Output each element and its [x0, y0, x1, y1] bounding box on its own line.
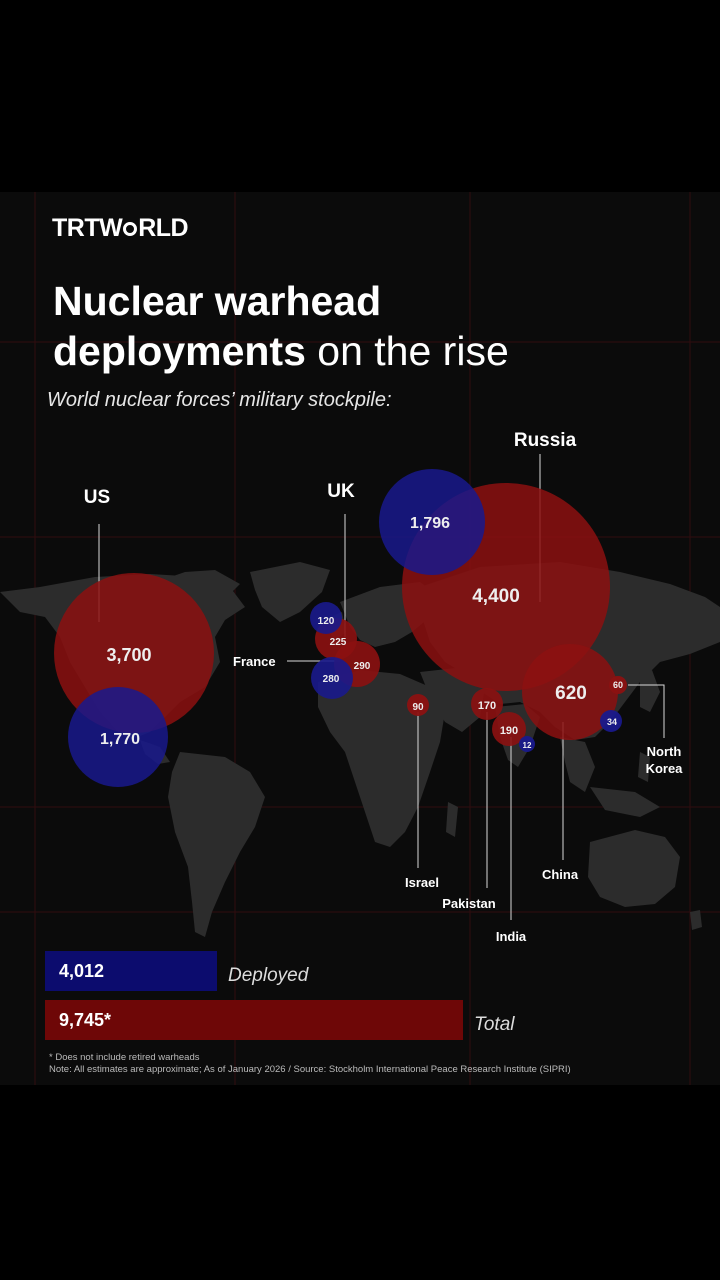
label-us-total: 3,700 — [106, 645, 151, 665]
label-india-total: 190 — [500, 725, 518, 737]
footnote-retired: * Does not include retired warheads — [49, 1052, 200, 1063]
footnote-source: Note: All estimates are approximate; As … — [49, 1064, 571, 1075]
deployed-bar: 4,012 — [45, 951, 217, 991]
bubble-india-total — [492, 712, 526, 746]
label-russia-deployed: 1,796 — [410, 515, 450, 532]
leader-lines — [98, 454, 665, 920]
label-nk-total: 60 — [613, 680, 623, 690]
label-us-deployed: 1,770 — [100, 731, 140, 748]
label-china-total: 620 — [555, 683, 587, 704]
total-bar: 9,745* — [45, 1000, 463, 1040]
deployed-legend-label: Deployed — [228, 965, 309, 986]
trt-world-logo: TRT W RLD — [52, 214, 189, 243]
label-france-total: 290 — [354, 661, 371, 672]
logo-text-rld: RLD — [138, 214, 189, 242]
label-pakistan-total: 170 — [478, 700, 496, 712]
country-china: China — [542, 867, 579, 882]
bubble-china-total — [522, 644, 618, 740]
label-india-deployed: 12 — [523, 741, 532, 750]
label-china-deployed: 34 — [607, 717, 617, 727]
country-uk: UK — [327, 481, 355, 502]
logo-text-trt: TRT — [52, 214, 100, 242]
label-france-deployed: 280 — [323, 674, 340, 685]
bubble-uk-deployed — [310, 602, 342, 634]
deployed-bubbles — [68, 469, 622, 787]
deployed-value: 4,012 — [59, 960, 105, 981]
title-line-2-bold: deployments — [53, 328, 306, 374]
country-india: India — [496, 929, 527, 944]
world-map: 3,700 1,770 4,400 1,796 120 225 290 280 … — [0, 430, 720, 944]
country-north-korea-1: North — [647, 744, 682, 759]
bubble-us-total — [54, 573, 214, 733]
logo-ring-icon — [123, 221, 138, 236]
country-north-korea-2: Korea — [646, 761, 684, 776]
country-pakistan: Pakistan — [442, 896, 496, 911]
bubble-china-deployed — [600, 710, 622, 732]
label-russia-total: 4,400 — [472, 586, 520, 607]
infographic-card: 3,700 1,770 4,400 1,796 120 225 290 280 … — [0, 192, 720, 1085]
country-israel: Israel — [405, 875, 439, 890]
page-title: Nuclear warhead deployments on the rise — [53, 276, 509, 376]
title-line-2-light: on the rise — [317, 328, 509, 374]
bubble-us-deployed — [68, 687, 168, 787]
bubble-pakistan-total — [471, 688, 503, 720]
total-value: 9,745* — [59, 1009, 112, 1030]
label-uk-deployed: 120 — [318, 616, 335, 627]
bubble-india-deployed — [519, 736, 535, 752]
bubble-france-deployed — [311, 657, 353, 699]
bubble-nk-total — [609, 676, 627, 694]
country-us: US — [84, 487, 110, 508]
country-russia: Russia — [514, 430, 577, 451]
logo-text-w: W — [99, 214, 123, 242]
bubble-israel-total — [407, 694, 429, 716]
label-uk-total: 225 — [330, 637, 347, 648]
bubble-russia-deployed — [379, 469, 485, 575]
page-subtitle: World nuclear forces’ military stockpile… — [47, 389, 392, 411]
title-line-1: Nuclear warhead — [53, 278, 382, 324]
label-israel-total: 90 — [412, 702, 424, 713]
total-legend-label: Total — [474, 1014, 515, 1035]
country-france: France — [233, 654, 276, 669]
